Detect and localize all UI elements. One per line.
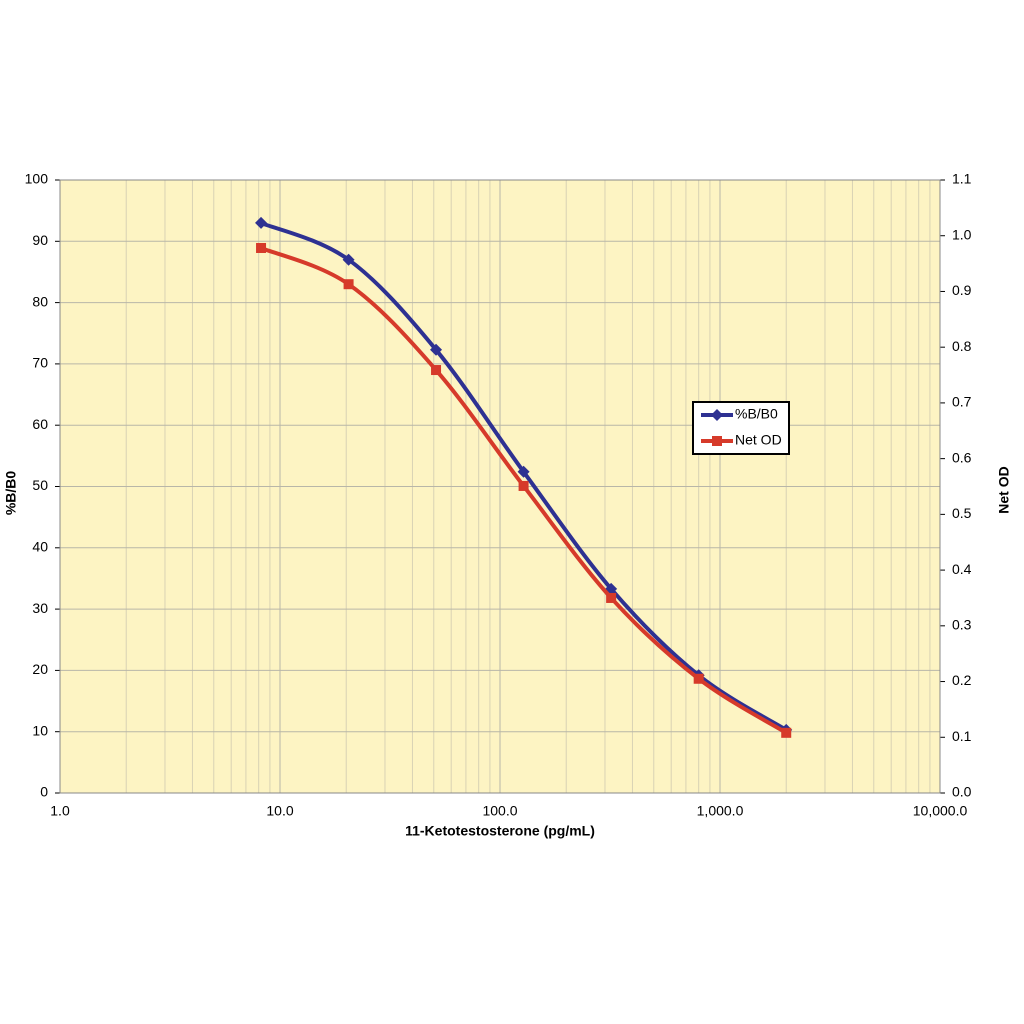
marker xyxy=(518,480,529,491)
y-tick-label: 40 xyxy=(32,539,48,555)
marker xyxy=(711,409,723,421)
y2-tick-label: 0.1 xyxy=(952,728,972,744)
marker xyxy=(256,242,267,253)
x-tick-label: 100.0 xyxy=(482,803,517,819)
y2-tick-label: 0.9 xyxy=(952,282,972,298)
plot-border xyxy=(59,179,941,794)
x-tick-label: 1,000.0 xyxy=(697,803,744,819)
y2-tick-label: 0.4 xyxy=(952,561,972,577)
x-tick-label: 10.0 xyxy=(266,803,293,819)
marker xyxy=(430,343,443,356)
y-tick-label: 20 xyxy=(32,661,48,677)
y-tick-label: 90 xyxy=(32,232,48,248)
y-tick-label: 30 xyxy=(32,600,48,616)
marker xyxy=(693,673,704,684)
y2-tick-label: 0.3 xyxy=(952,617,972,633)
marker xyxy=(431,365,442,376)
y-tick-label: 100 xyxy=(25,171,49,187)
x-tick-label: 10,000.0 xyxy=(913,803,968,819)
y-tick-label: 10 xyxy=(32,722,48,738)
y2-tick-label: 1.0 xyxy=(952,226,972,242)
legend-label: Net OD xyxy=(735,432,782,448)
y-tick-label: 80 xyxy=(32,293,48,309)
y2-tick-label: 0.2 xyxy=(952,672,972,688)
y-tick-label: 50 xyxy=(32,477,48,493)
y-axis-title: %B/B0 xyxy=(3,471,19,516)
y2-tick-label: 0.6 xyxy=(952,449,972,465)
marker xyxy=(255,216,268,229)
legend: %B/B0 Net OD xyxy=(692,401,790,455)
y2-axis-title: Net OD xyxy=(996,466,1012,513)
y2-tick-label: 0.5 xyxy=(952,505,972,521)
y2-tick-label: 0.8 xyxy=(952,338,972,354)
y-tick-label: 60 xyxy=(32,416,48,432)
x-tick-label: 1.0 xyxy=(50,803,70,819)
marker xyxy=(712,436,722,446)
marker xyxy=(781,727,792,738)
marker xyxy=(606,592,617,603)
legend-label: %B/B0 xyxy=(735,406,778,422)
y-tick-label: 70 xyxy=(32,355,48,371)
legend-box xyxy=(692,401,790,455)
y2-tick-label: 0.0 xyxy=(952,784,972,800)
marker xyxy=(343,279,354,290)
marker xyxy=(342,253,355,266)
x-axis-title: 11-Ketotestosterone (pg/mL) xyxy=(405,823,595,839)
y2-tick-label: 1.1 xyxy=(952,171,972,187)
y-tick-label: 0 xyxy=(40,784,48,800)
y2-tick-label: 0.7 xyxy=(952,394,972,410)
marker xyxy=(517,465,530,478)
